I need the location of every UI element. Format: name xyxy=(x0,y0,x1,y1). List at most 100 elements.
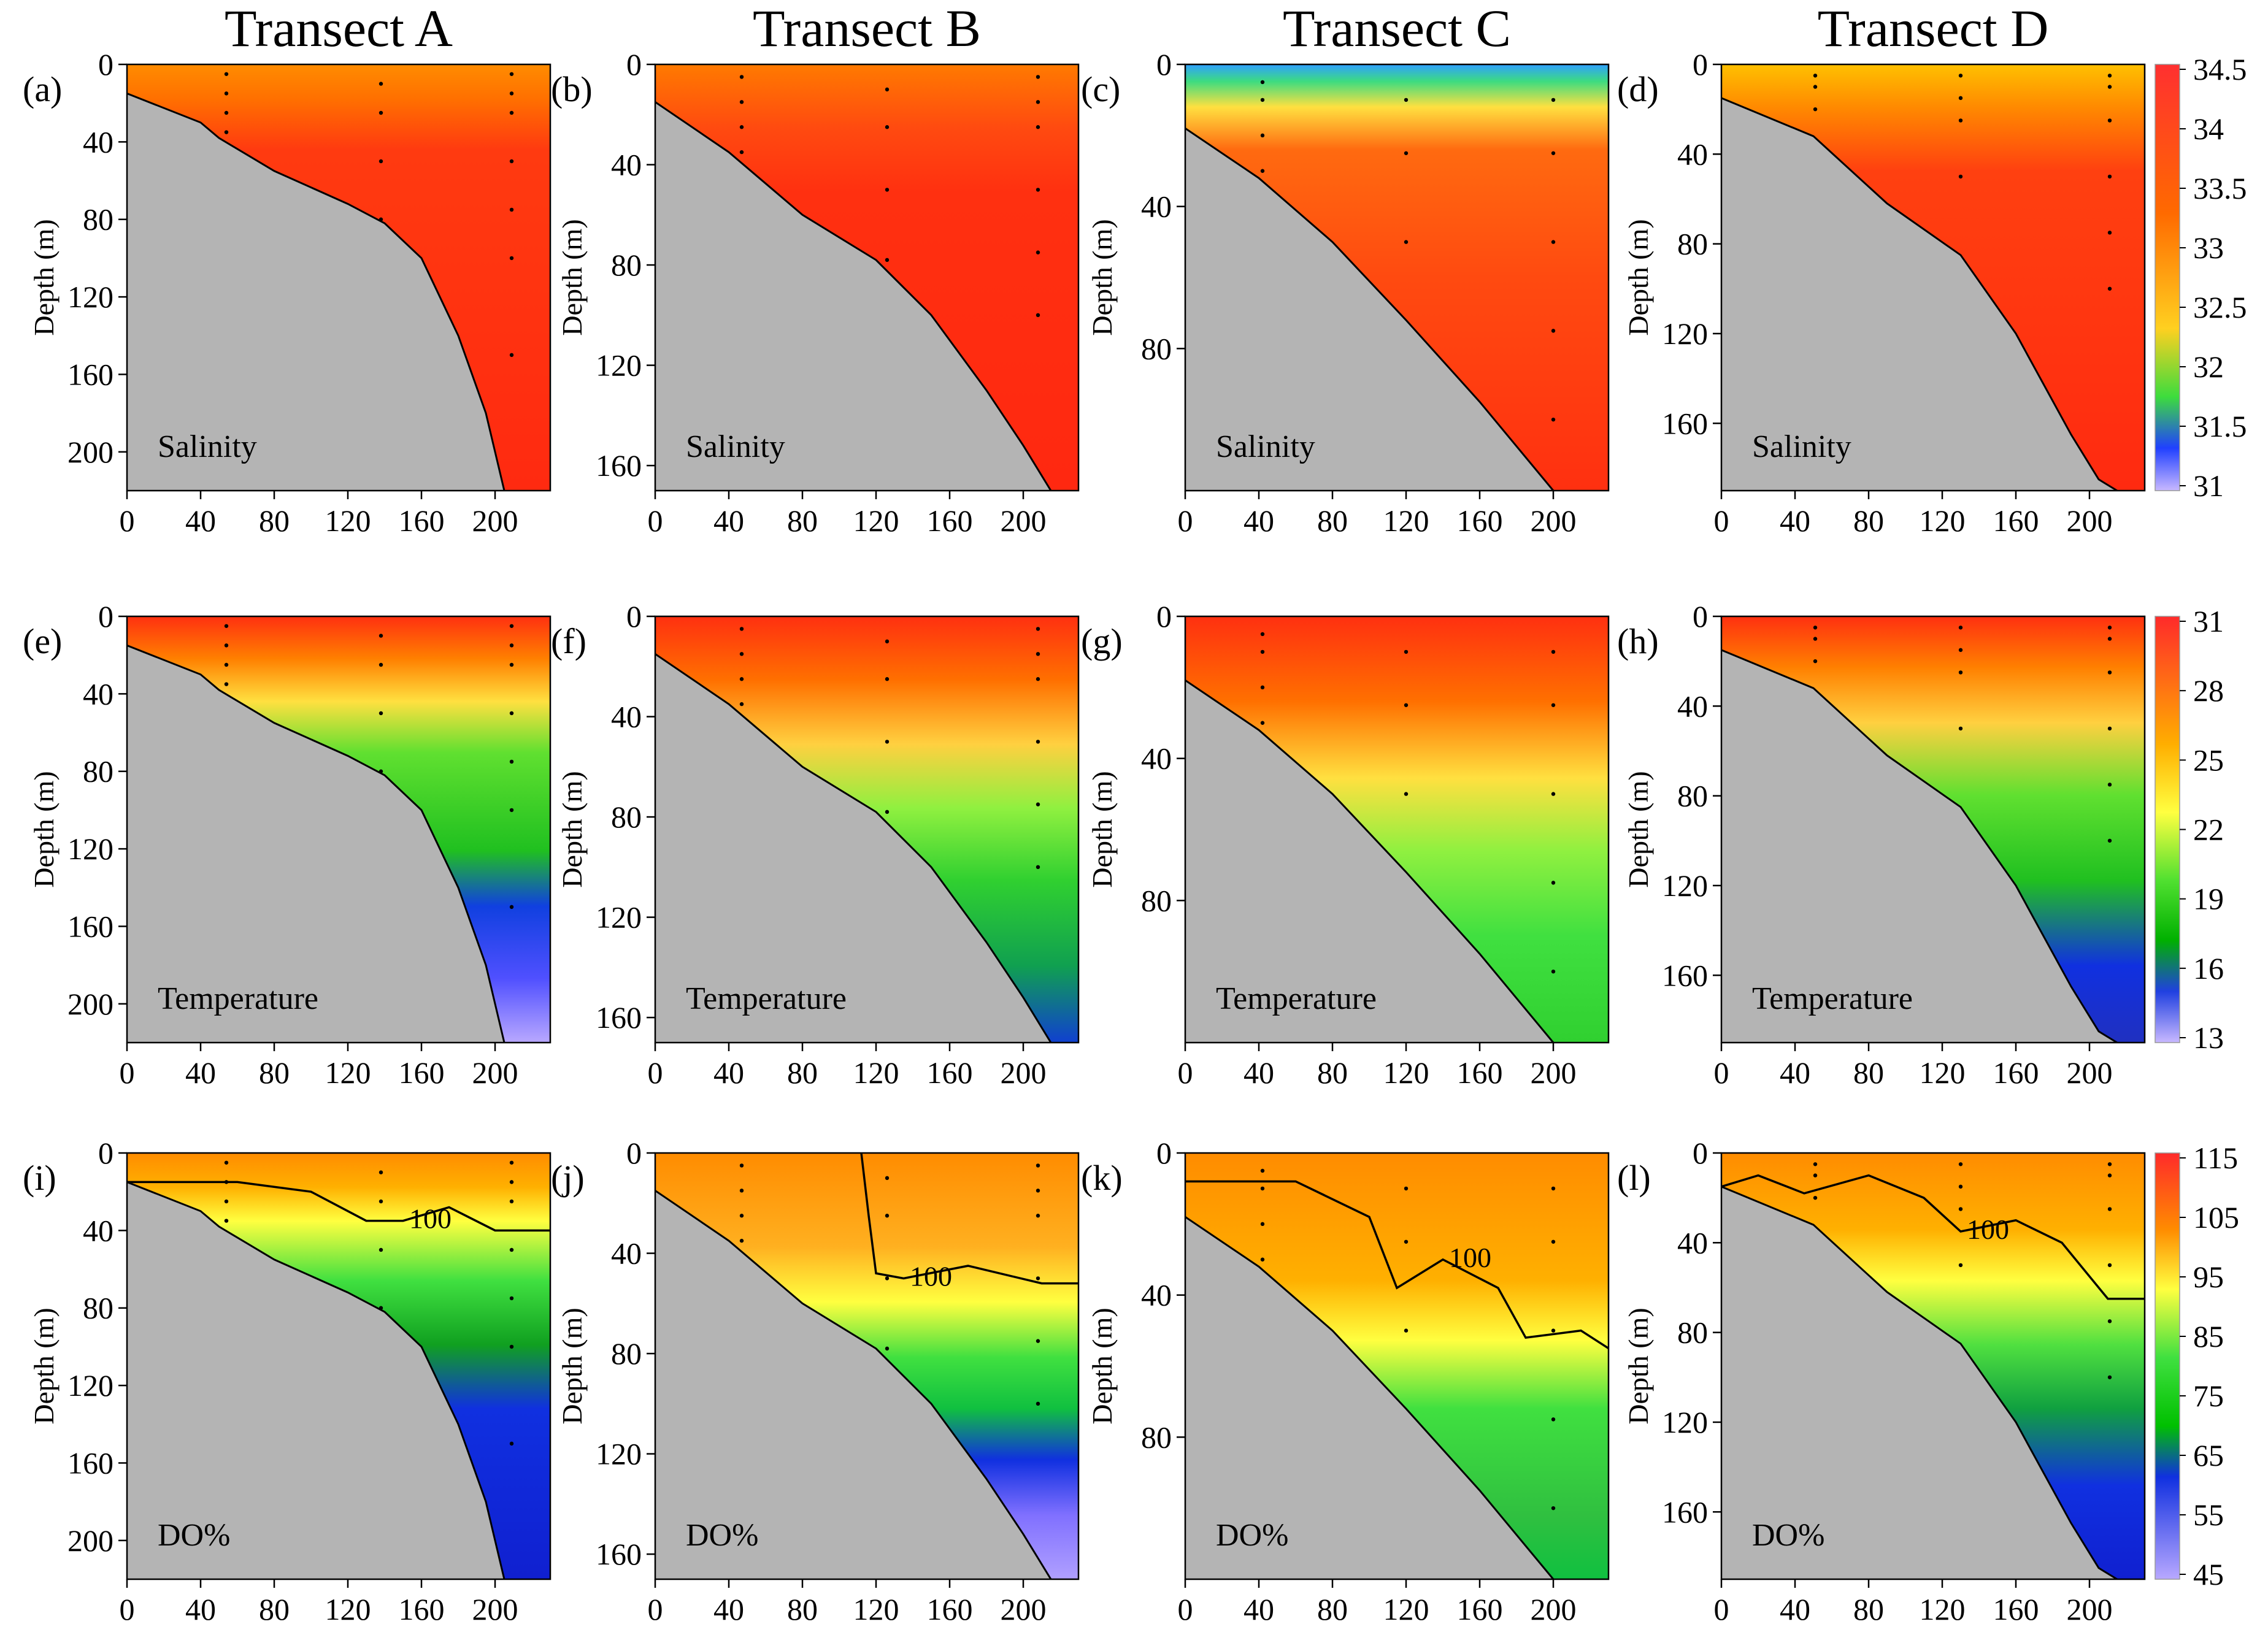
x-tick-label: 80 xyxy=(1853,504,1884,538)
x-tick-label: 0 xyxy=(120,1055,135,1090)
y-tick-label: 160 xyxy=(596,448,642,483)
y-tick-label: 160 xyxy=(596,1537,642,1571)
panel-h: 0 40 80 120 160 200 0 40 80 120 160 Depth (m) (h) Tem… xyxy=(1617,599,2146,1090)
station-point xyxy=(509,353,514,358)
y-tick-label: 120 xyxy=(67,1368,113,1403)
y-axis-label: Depth (m) xyxy=(1623,771,1654,887)
station-point xyxy=(509,207,514,212)
station-point xyxy=(2107,174,2112,179)
seabed-line xyxy=(127,92,505,491)
panel-frame xyxy=(654,1152,1080,1580)
station-point xyxy=(2107,1319,2112,1323)
station-point xyxy=(1958,1184,1963,1189)
x-tick-label: 120 xyxy=(1920,1592,1966,1626)
station-point xyxy=(885,1214,890,1218)
variable-label: Salinity xyxy=(1752,429,1851,464)
station-point xyxy=(1036,627,1040,631)
station-point xyxy=(1404,151,1409,155)
y-tick-label: 120 xyxy=(596,1437,642,1471)
station-point xyxy=(739,677,744,681)
panel-letter: (i) xyxy=(23,1158,56,1198)
panel-g: 0 40 80 120 160 200 0 40 80 Depth (m) (g) Temperatu… xyxy=(1081,599,1610,1090)
y-axis-label: Depth (m) xyxy=(28,219,60,335)
panel-letter: (b) xyxy=(551,69,593,109)
station-point xyxy=(1551,1239,1556,1244)
x-tick-label: 80 xyxy=(259,1055,290,1090)
colorbar-tick-label: 34 xyxy=(2193,112,2224,146)
y-tick-label: 160 xyxy=(67,1446,113,1480)
variable-label: Temperature xyxy=(158,981,318,1016)
station-point xyxy=(885,1276,890,1281)
y-tick-label: 160 xyxy=(67,357,113,391)
variable-label: Salinity xyxy=(686,429,785,464)
x-tick-label: 120 xyxy=(325,504,371,538)
colorbar-0: 34.5 34 33.5 33 32.5 32 31.5 31 xyxy=(2155,52,2247,503)
x-tick-label: 40 xyxy=(713,1592,744,1626)
colorbar-tick-label: 16 xyxy=(2193,951,2224,986)
y-tick-label: 200 xyxy=(67,987,113,1021)
station-point xyxy=(739,652,744,656)
x-tick-label: 80 xyxy=(787,1592,818,1626)
y-tick-label: 40 xyxy=(1141,1278,1172,1312)
x-tick-label: 120 xyxy=(853,1592,899,1626)
station-point xyxy=(885,677,890,681)
y-tick-label: 120 xyxy=(596,348,642,383)
y-axis-label: Depth (m) xyxy=(1623,219,1654,335)
x-tick-label: 160 xyxy=(1993,1592,2039,1626)
variable-label: Temperature xyxy=(686,981,847,1016)
panel-frame xyxy=(1720,63,2146,492)
station-point xyxy=(885,87,890,92)
variable-label: DO% xyxy=(1216,1518,1288,1553)
x-tick-label: 120 xyxy=(1383,504,1429,538)
y-tick-label: 0 xyxy=(626,1136,642,1170)
x-tick-label: 80 xyxy=(787,504,818,538)
panel-l: 100 0 40 80 120 160 200 0 40 80 120 160 Depth (m) (l)… xyxy=(1617,1136,2146,1626)
colorbar-tick-label: 34.5 xyxy=(2193,52,2247,86)
panel-letter: (j) xyxy=(551,1158,585,1198)
x-tick-label: 160 xyxy=(1457,1055,1503,1090)
station-point xyxy=(739,75,744,79)
y-tick-label: 120 xyxy=(1662,316,1708,351)
contour-label: 100 xyxy=(910,1260,952,1292)
seabed xyxy=(127,93,504,491)
station-point xyxy=(1551,881,1556,885)
transect-title-1: Transect B xyxy=(753,0,981,58)
y-tick-label: 0 xyxy=(1693,1136,1708,1170)
x-tick-label: 120 xyxy=(325,1592,371,1626)
station-point xyxy=(1404,792,1409,796)
variable-label: DO% xyxy=(158,1518,230,1553)
station-point xyxy=(1813,1162,1818,1166)
station-point xyxy=(1404,1328,1409,1333)
seabed xyxy=(1721,1186,2117,1579)
station-point xyxy=(1551,1506,1556,1511)
y-tick-label: 40 xyxy=(83,1213,113,1247)
station-point xyxy=(885,1346,890,1351)
station-point xyxy=(224,1180,229,1184)
station-point xyxy=(739,100,744,104)
station-point xyxy=(224,91,229,96)
station-point xyxy=(1958,96,1963,101)
x-tick-label: 80 xyxy=(1853,1055,1884,1090)
station-point xyxy=(1404,1186,1409,1191)
y-tick-label: 0 xyxy=(626,599,642,634)
transect-title-2: Transect C xyxy=(1283,0,1511,58)
contour-100 xyxy=(127,1181,550,1232)
station-point xyxy=(2107,85,2112,89)
station-point xyxy=(1260,721,1265,725)
station-point xyxy=(1260,80,1265,85)
x-tick-label: 200 xyxy=(1531,1055,1577,1090)
colorbar-ramp xyxy=(2155,64,2180,491)
transect-title-0: Transect A xyxy=(225,0,453,58)
y-tick-label: 40 xyxy=(1141,190,1172,224)
station-point xyxy=(1958,74,1963,78)
station-point xyxy=(1036,677,1040,681)
panel-frame xyxy=(126,615,552,1044)
contour-100 xyxy=(860,1153,1078,1285)
station-point xyxy=(1813,74,1818,78)
colorbar-tick-label: 45 xyxy=(2193,1557,2224,1591)
station-point xyxy=(224,1160,229,1165)
station-point xyxy=(1036,652,1040,656)
station-point xyxy=(509,1296,514,1301)
y-tick-label: 0 xyxy=(1693,47,1708,82)
y-axis-label: Depth (m) xyxy=(1086,1308,1118,1424)
